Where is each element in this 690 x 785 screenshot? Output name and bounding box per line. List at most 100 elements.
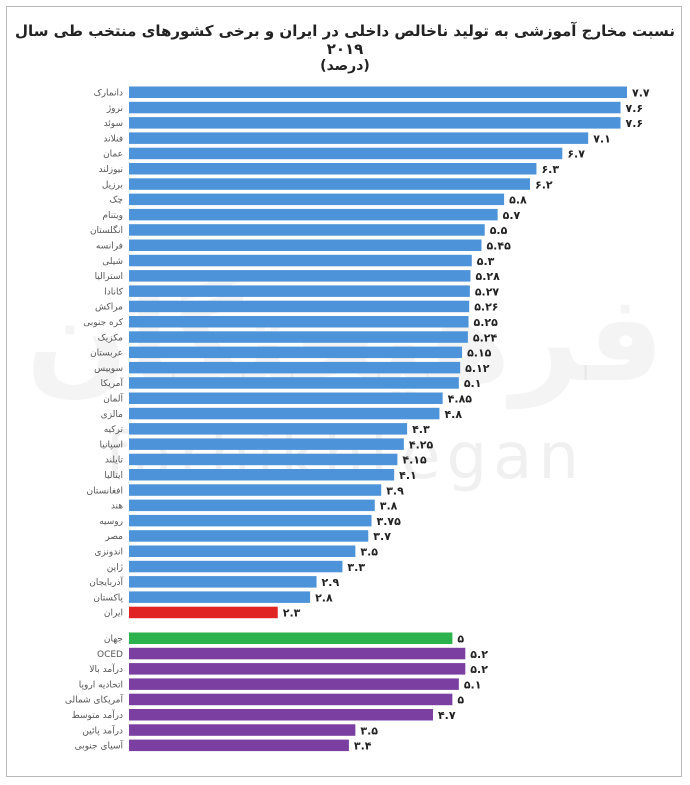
bar-1-0 (129, 632, 453, 644)
bar-0-24 (129, 453, 398, 466)
category-label-0-4: عمان (103, 150, 123, 160)
bar-0-14 (129, 300, 470, 313)
category-label-0-24: تایلند (105, 456, 124, 466)
category-label-0-26: افغانستان (87, 486, 124, 496)
category-label-0-21: مالزی (101, 410, 123, 420)
value-label-0-1: ۷.۶ (626, 102, 644, 115)
category-label-0-22: ترکیه (104, 425, 124, 435)
category-label-0-18: سوییس (94, 364, 123, 374)
bar-0-1 (129, 101, 621, 114)
category-label-0-10: فرانسه (96, 242, 123, 252)
category-label-0-0: دانمارک (94, 88, 123, 99)
bar-0-22 (129, 423, 408, 435)
category-label-0-23: اسپانیا (100, 440, 123, 450)
value-label-0-9: ۵.۵ (490, 224, 508, 237)
category-label-1-0: جهان (104, 635, 123, 645)
value-label-0-7: ۵.۸ (509, 194, 527, 207)
value-label-0-23: ۴.۲۵ (409, 438, 434, 451)
category-label-0-33: پاکستان (93, 593, 123, 603)
value-label-0-6: ۶.۲ (535, 178, 553, 191)
bar-1-6 (129, 724, 356, 736)
value-label-0-25: ۴.۱ (399, 469, 417, 482)
value-label-0-32: ۲.۹ (322, 576, 340, 589)
category-label-0-2: سوئد (104, 119, 123, 129)
value-label-0-2: ۷.۶ (626, 117, 644, 130)
category-label-0-34: ایران (104, 609, 123, 619)
bar-0-17 (129, 346, 463, 359)
bar-0-8 (129, 208, 498, 221)
category-label-0-25: ایتالیا (104, 471, 123, 481)
value-label-0-27: ۳.۸ (380, 500, 398, 513)
category-label-1-1: OCED (97, 650, 123, 660)
category-label-0-20: آلمان (103, 393, 123, 405)
value-label-0-19: ۵.۱ (464, 377, 482, 390)
category-label-0-19: آمریکا (100, 377, 123, 389)
bar-0-18 (129, 361, 461, 374)
bar-0-30 (129, 545, 356, 557)
category-label-0-14: مراکش (95, 303, 123, 313)
category-label-0-27: هند (111, 502, 123, 512)
bar-0-4 (129, 147, 563, 160)
value-label-0-0: ۷.۷ (632, 87, 650, 100)
value-label-0-13: ۵.۲۷ (475, 285, 500, 298)
bar-0-27 (129, 499, 375, 512)
category-label-0-8: ویتنام (102, 211, 123, 221)
bar-0-7 (129, 193, 505, 206)
category-label-1-4: آمریکای شمالی (65, 694, 124, 706)
value-label-0-11: ۵.۳ (477, 255, 495, 268)
bar-0-16 (129, 331, 468, 343)
value-label-0-17: ۵.۱۵ (467, 347, 492, 360)
value-label-0-4: ۶.۷ (567, 148, 585, 161)
category-label-1-7: آسیای جنوبی (75, 740, 124, 752)
value-label-1-4: ۵ (457, 694, 464, 707)
bar-1-1 (129, 647, 466, 660)
category-label-0-3: فنلاند (103, 134, 123, 144)
bar-0-12 (129, 270, 471, 282)
value-label-0-26: ۳.۹ (386, 484, 404, 497)
value-label-0-20: ۴.۸۵ (448, 393, 473, 406)
category-label-0-28: روسیه (99, 517, 123, 527)
bar-1-5 (129, 709, 433, 721)
category-label-0-15: کره جنوبی (83, 318, 123, 328)
bar-1-7 (129, 739, 349, 752)
bar-0-26 (129, 484, 382, 496)
value-label-1-2: ۵.۲ (470, 663, 488, 676)
value-label-0-31: ۳.۳ (347, 561, 365, 574)
category-label-1-2: درآمد بالا (89, 663, 123, 675)
category-label-0-7: چک (109, 196, 123, 206)
value-label-0-22: ۴.۳ (412, 423, 430, 436)
bar-0-19 (129, 377, 459, 389)
bar-1-4 (129, 693, 453, 706)
category-label-0-30: اندونزی (94, 548, 123, 558)
bar-0-11 (129, 254, 472, 267)
value-label-1-1: ۵.۲ (470, 648, 488, 661)
bar-0-34 (129, 606, 278, 619)
bar-0-13 (129, 285, 470, 297)
category-label-0-5: نیوزلند (99, 165, 123, 175)
bar-1-3 (129, 678, 459, 690)
bar-0-31 (129, 560, 343, 573)
category-label-0-9: انگلستان (90, 224, 123, 236)
category-label-0-31: ژاپن (107, 563, 123, 573)
category-label-0-32: آذربایجان (89, 576, 123, 588)
value-label-0-16: ۵.۲۴ (473, 331, 498, 344)
value-label-0-24: ۴.۱۵ (402, 454, 427, 467)
value-label-0-29: ۳.۷ (373, 530, 391, 543)
bar-0-15 (129, 316, 469, 328)
bar-0-25 (129, 469, 395, 481)
bar-0-29 (129, 530, 369, 542)
value-label-1-6: ۳.۵ (360, 724, 378, 737)
category-label-1-6: درآمد پائین (82, 724, 123, 736)
category-label-0-1: نروژ (106, 104, 123, 114)
category-label-0-11: شیلی (102, 257, 123, 267)
bar-1-2 (129, 663, 466, 675)
value-label-0-30: ۳.۵ (360, 546, 378, 559)
value-label-0-21: ۴.۸ (444, 408, 462, 421)
value-label-1-7: ۳.۴ (354, 740, 372, 753)
category-label-0-16: مکزیک (98, 333, 123, 343)
bar-0-28 (129, 514, 372, 527)
value-label-0-28: ۳.۷۵ (377, 515, 402, 528)
bar-0-3 (129, 132, 589, 144)
category-label-1-5: درآمد متوسط (71, 709, 123, 721)
